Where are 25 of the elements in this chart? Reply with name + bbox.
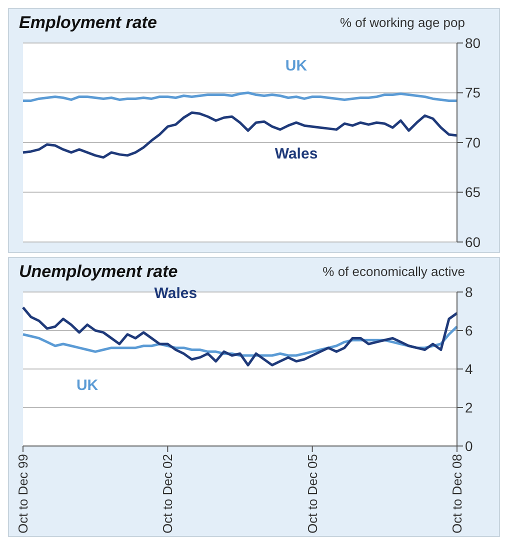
line-series — [22, 111, 458, 159]
chart-title: Unemployment rate — [19, 262, 178, 282]
y-tick-label: 6 — [465, 322, 473, 338]
series-label: UK — [285, 58, 308, 75]
y-tick-label: 0 — [465, 438, 473, 454]
y-tick-label: 60 — [465, 234, 481, 250]
y-tick-label: 70 — [465, 134, 481, 150]
y-tick-label: 8 — [465, 284, 473, 300]
y-tick-label: 75 — [465, 84, 481, 101]
chart-title: Employment rate — [19, 13, 157, 33]
x-tick-label: Oct to Dec 99 — [16, 454, 30, 534]
y-tick-label: 2 — [465, 399, 473, 416]
series-label: UK — [76, 376, 98, 394]
y-tick-label: 80 — [465, 34, 481, 51]
x-tick-label: Oct to Dec 05 — [304, 454, 320, 534]
x-tick-label: Oct to Dec 02 — [160, 454, 176, 534]
series-label: Wales — [274, 146, 318, 163]
x-tick-label: Oct to Dec 08 — [450, 454, 464, 534]
y-axis-title: % of working age pop — [340, 15, 465, 30]
y-axis-title: % of economically active — [322, 264, 465, 279]
line-series — [22, 92, 458, 102]
y-tick-label: 4 — [465, 360, 473, 377]
line-series — [22, 306, 458, 366]
y-tick-label: 65 — [465, 184, 481, 200]
text: Wales — [154, 284, 198, 302]
